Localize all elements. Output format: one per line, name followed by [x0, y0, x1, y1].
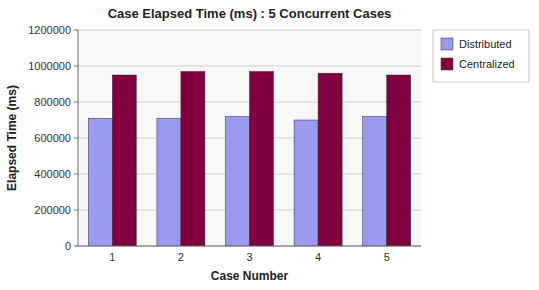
y-axis-label: Elapsed Time (ms) — [5, 85, 19, 191]
x-tick-label: 1 — [109, 251, 115, 263]
bar — [318, 73, 342, 246]
grid-line — [78, 30, 421, 31]
y-tick-label: 0 — [65, 240, 71, 252]
y-tick-label: 600000 — [34, 132, 71, 144]
bar — [363, 116, 387, 246]
legend-label: Distributed — [459, 38, 512, 50]
y-tick — [74, 30, 78, 31]
legend: Distributed Centralized — [433, 30, 529, 82]
bar — [387, 75, 411, 246]
bars — [88, 71, 410, 246]
y-axis-line — [78, 30, 79, 246]
x-axis-label: Case Number — [211, 269, 289, 283]
y-tick — [74, 246, 78, 247]
legend-frame — [433, 30, 529, 82]
y-tick — [74, 174, 78, 175]
y-tick — [74, 102, 78, 103]
x-axis: 1 2 3 4 5 — [109, 251, 390, 263]
bar — [225, 116, 249, 246]
legend-label: Centralized — [459, 58, 515, 70]
chart-container: 0 200000 400000 600000 800000 1000000 1200000 1… — [0, 0, 539, 290]
bar — [294, 120, 318, 246]
bar — [157, 118, 181, 246]
x-axis-line — [78, 246, 421, 247]
bar — [112, 75, 136, 246]
plot-background — [78, 30, 421, 246]
x-tick-label: 4 — [315, 251, 321, 263]
legend-swatch — [441, 38, 453, 50]
chart: 0 200000 400000 600000 800000 1000000 1200000 1… — [0, 0, 539, 290]
title: Case Elapsed Time (ms) : 5 Concurrent Ca… — [108, 6, 392, 21]
y-tick-label: 1000000 — [28, 60, 71, 72]
bar — [181, 71, 205, 246]
y-tick-label: 800000 — [34, 96, 71, 108]
y-tick — [74, 210, 78, 211]
x-tick-label: 5 — [384, 251, 390, 263]
y-axis: 0 200000 400000 600000 800000 1000000 1200000 — [28, 24, 421, 252]
y-tick-label: 1200000 — [28, 24, 71, 36]
legend-swatch — [441, 58, 453, 70]
x-tick-label: 2 — [178, 251, 184, 263]
bar — [250, 71, 274, 246]
y-tick-label: 400000 — [34, 168, 71, 180]
bar — [88, 118, 112, 246]
y-tick-label: 200000 — [34, 204, 71, 216]
x-tick-label: 3 — [246, 251, 252, 263]
y-tick — [74, 138, 78, 139]
grid-line — [78, 246, 421, 247]
y-tick — [74, 66, 78, 67]
grid-line — [78, 66, 421, 67]
